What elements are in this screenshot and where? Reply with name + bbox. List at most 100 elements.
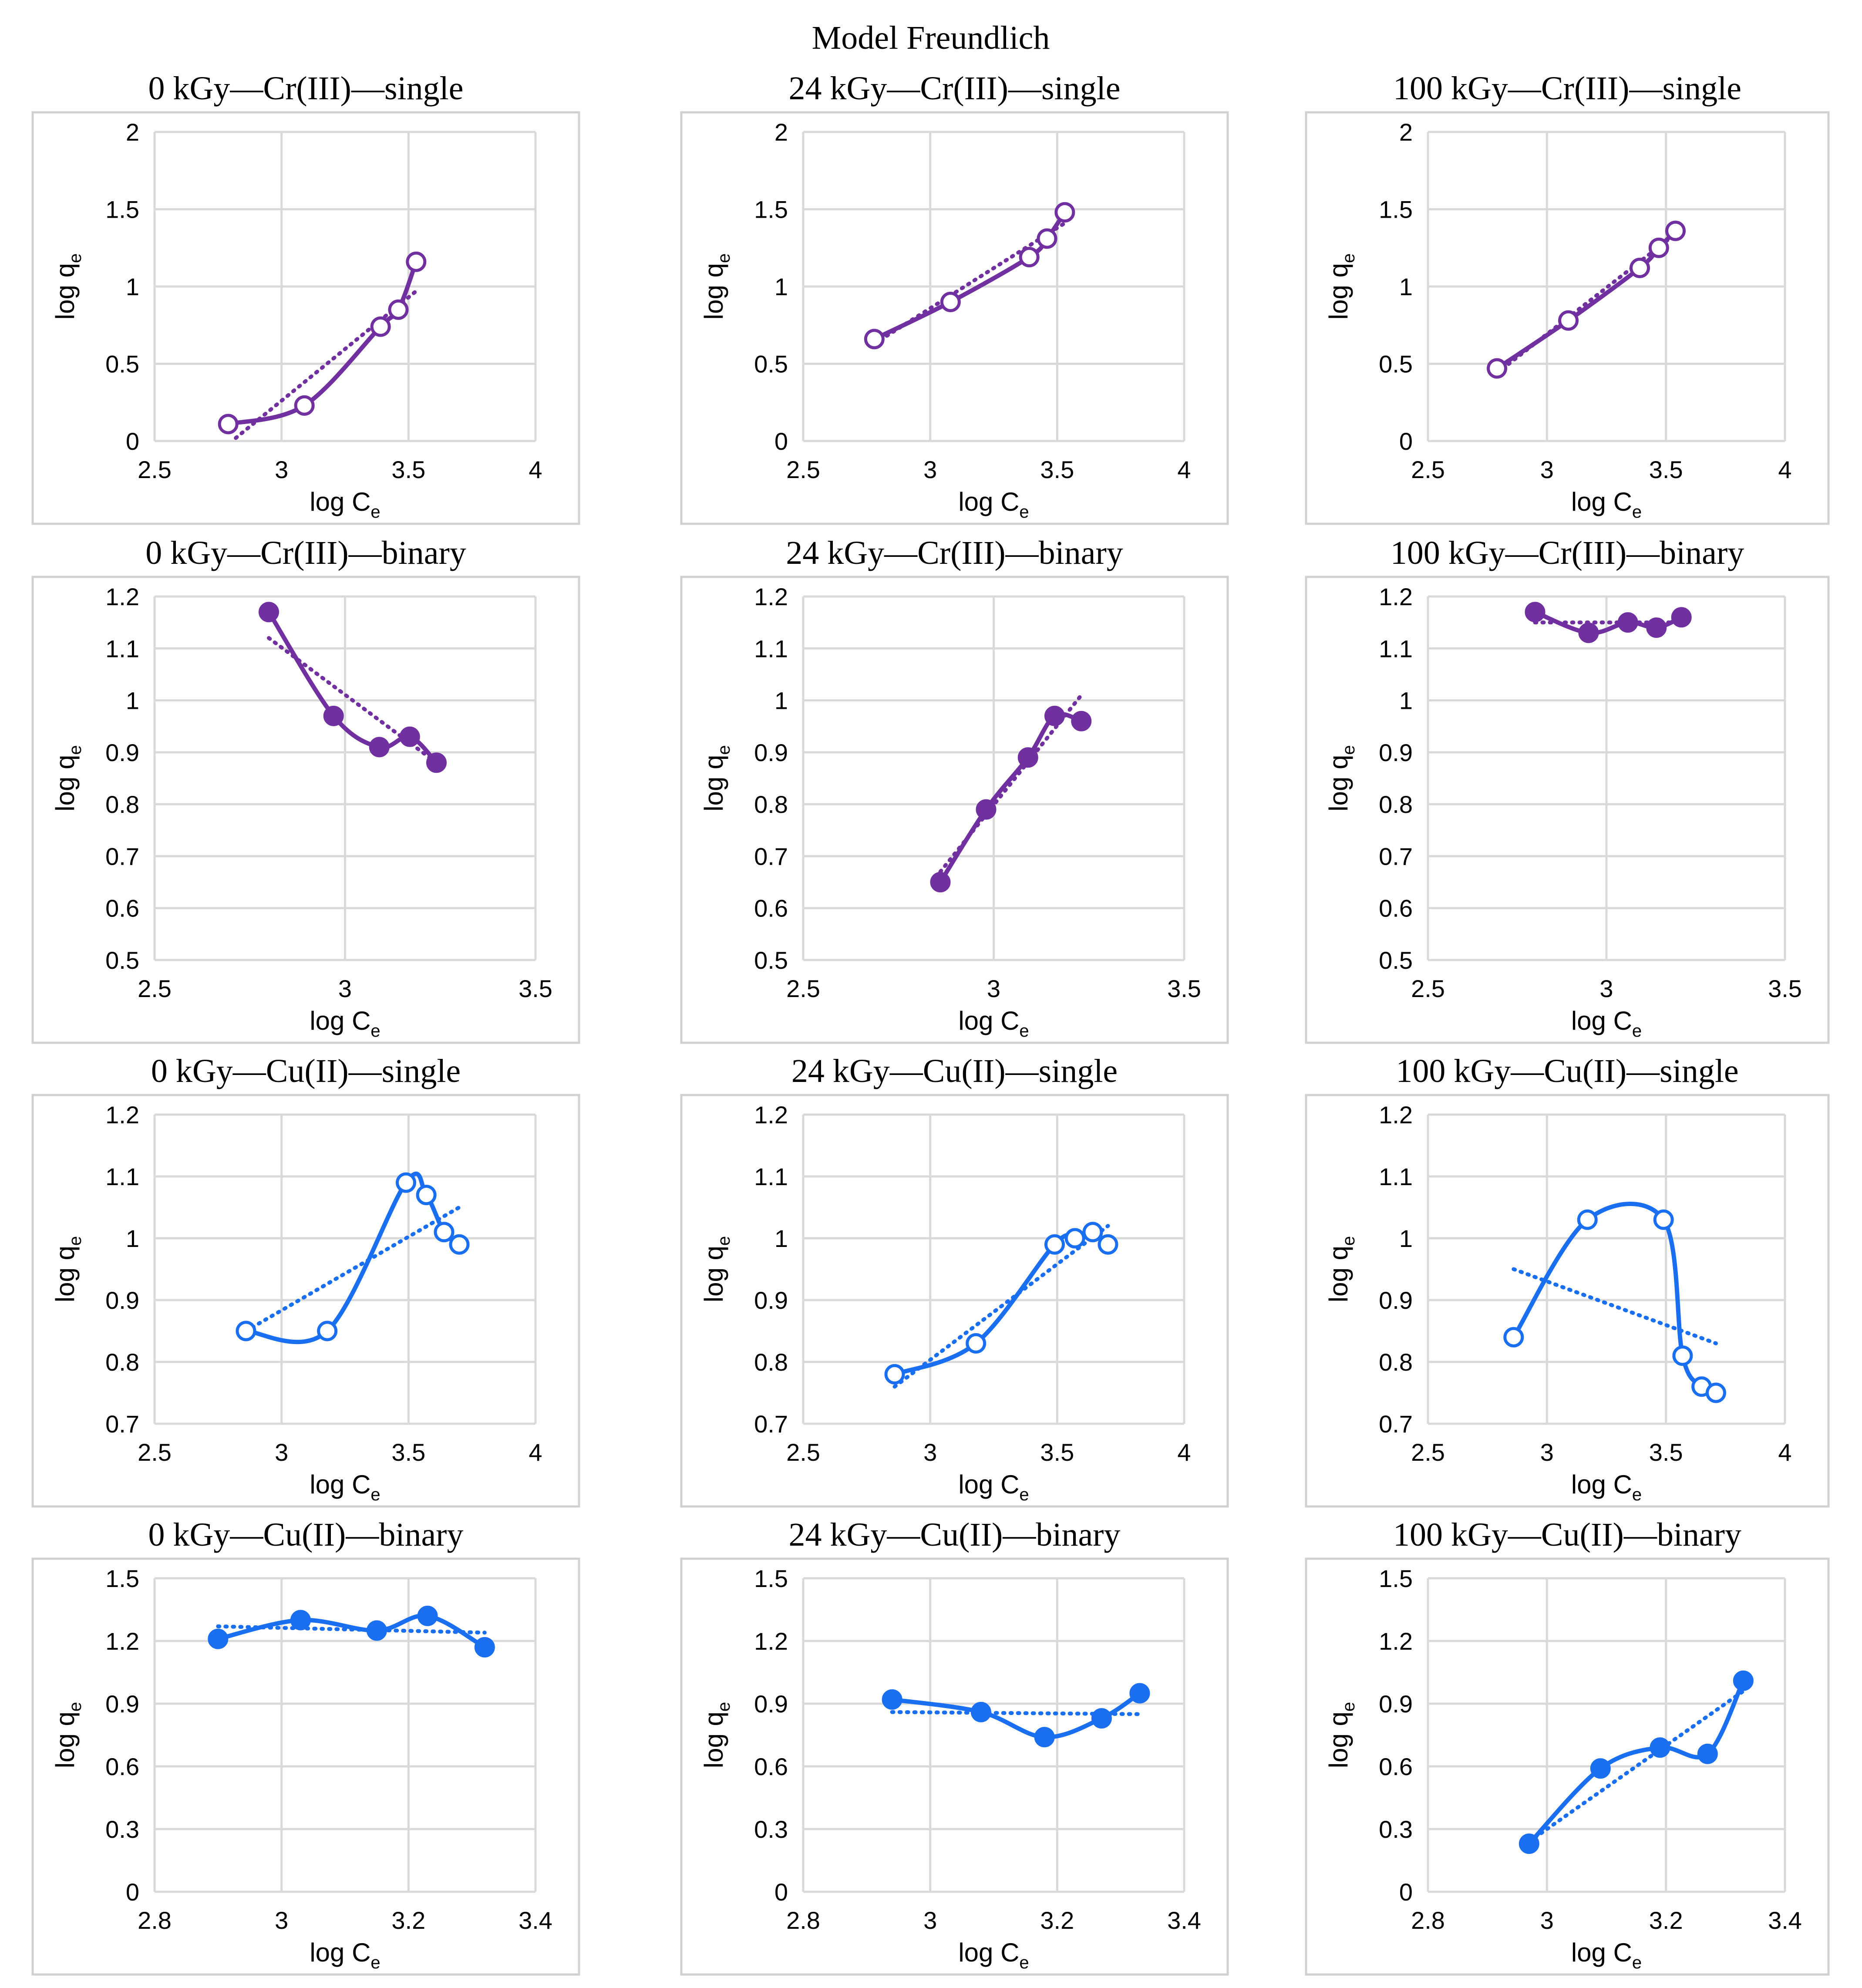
y-tick-label: 1: [1399, 273, 1413, 300]
y-axis-label-subscript: e: [1339, 253, 1358, 263]
x-tick-label: 2.5: [1411, 975, 1445, 1002]
y-tick-label: 0: [774, 1878, 788, 1906]
data-point: [1064, 1228, 1085, 1249]
y-tick-label: 1: [126, 687, 139, 714]
y-tick-label: 1.2: [105, 583, 139, 610]
data-point: [1129, 1683, 1150, 1704]
x-axis-label-subscript: e: [1632, 1953, 1642, 1972]
y-axis-label: log qe: [699, 253, 734, 320]
data-point: [1648, 237, 1669, 258]
x-tick-label: 3.5: [1649, 1439, 1683, 1466]
data-point: [290, 1610, 311, 1631]
y-tick-label: 1.5: [1379, 196, 1413, 223]
y-axis-label-main: log q: [1324, 755, 1353, 812]
chart-panel: 24 kGy—Cu(II)—binary 0 0.3 0.6 0.9 1.2 1.5 2.8 3…: [680, 1516, 1229, 1976]
data-point: [1665, 220, 1686, 241]
data-point: [1098, 1234, 1118, 1255]
data-point: [388, 299, 409, 320]
y-axis-label-subscript: e: [66, 1702, 85, 1712]
x-axis-label-subscript: e: [1632, 1485, 1642, 1504]
x-tick-label: 3: [275, 1907, 288, 1934]
y-tick-label: 0.8: [754, 1348, 788, 1376]
data-point: [208, 1628, 229, 1649]
y-tick-label: 1: [126, 1225, 139, 1252]
y-tick-label: 0.6: [1379, 1753, 1413, 1780]
y-tick-label: 0.9: [754, 739, 788, 766]
data-point: [970, 1702, 991, 1722]
y-axis-label-main: log q: [51, 1246, 80, 1302]
y-axis-label-main: log q: [1324, 263, 1353, 320]
data-point: [1044, 1234, 1065, 1255]
y-tick-label: 0.8: [105, 1348, 139, 1376]
y-tick-label: 0.9: [754, 1690, 788, 1718]
data-point: [930, 872, 951, 893]
x-tick-label: 4: [529, 1439, 542, 1466]
x-tick-label: 2.5: [1411, 1439, 1445, 1466]
y-tick-label: 0.7: [1379, 1410, 1413, 1438]
y-tick-label: 0.5: [1379, 350, 1413, 378]
y-tick-label: 0.5: [754, 350, 788, 378]
y-tick-label: 2: [774, 118, 788, 146]
y-axis-label-subscript: e: [66, 253, 85, 263]
x-tick-label: 3.5: [1768, 975, 1802, 1002]
y-axis-label: log qe: [699, 745, 734, 811]
data-point: [864, 329, 885, 350]
x-axis-label-subscript: e: [370, 1953, 380, 1972]
chart-title: 100 kGy—Cr(III)—binary: [1391, 535, 1744, 571]
data-point: [1590, 1758, 1611, 1779]
x-axis-label: log Ce: [310, 487, 380, 522]
x-tick-label: 4: [1778, 1439, 1791, 1466]
x-tick-label: 2.8: [1411, 1907, 1445, 1934]
x-axis-label-subscript: e: [370, 1021, 380, 1041]
x-axis-label: log Ce: [1571, 1470, 1642, 1504]
data-point: [1019, 247, 1040, 268]
chart-title: 24 kGy—Cu(II)—binary: [789, 1516, 1121, 1553]
data-point: [1650, 1737, 1670, 1758]
y-tick-label: 0.7: [754, 1410, 788, 1438]
x-axis-label: log Ce: [310, 1470, 380, 1504]
x-tick-label: 2.5: [786, 456, 820, 483]
data-point: [940, 292, 961, 312]
data-point: [259, 602, 279, 623]
y-axis-label-subscript: e: [714, 1236, 734, 1246]
x-axis-label-subscript: e: [1019, 502, 1029, 522]
y-tick-label: 0.7: [1379, 842, 1413, 870]
data-point: [1091, 1708, 1112, 1729]
x-tick-label: 3: [275, 1439, 288, 1466]
x-axis-label: log Ce: [958, 1470, 1029, 1504]
data-point: [1578, 623, 1599, 643]
x-tick-label: 3.5: [1167, 975, 1201, 1002]
y-tick-label: 1: [126, 273, 139, 300]
data-point: [1653, 1209, 1674, 1230]
y-axis-label-main: log q: [699, 263, 728, 320]
y-tick-label: 1.5: [105, 1565, 139, 1592]
x-tick-label: 4: [1177, 1439, 1191, 1466]
chart-panel: 0 kGy—Cr(III)—binary 0.5 0.6 0.7 0.8 0.9 1 1.1 1…: [31, 535, 580, 1044]
data-point: [1671, 607, 1692, 628]
x-axis-label-subscript: e: [1632, 1021, 1642, 1041]
y-axis-label-main: log q: [51, 755, 80, 812]
chart-title: 100 kGy—Cu(II)—single: [1396, 1053, 1738, 1089]
y-tick-label: 0.9: [1379, 739, 1413, 766]
chart-frame: [31, 111, 580, 525]
chart-title: 0 kGy—Cr(III)—single: [148, 70, 464, 107]
data-point: [1044, 705, 1065, 726]
y-tick-label: 0.8: [1379, 791, 1413, 818]
data-point: [323, 705, 344, 726]
chart-panel: 24 kGy—Cu(II)—single 0.7 0.8 0.9 1 1.1 1.2 2.5 3…: [680, 1053, 1229, 1508]
y-tick-label: 1.2: [754, 1627, 788, 1655]
x-axis-label-main: log C: [310, 487, 370, 516]
chart-title: 0 kGy—Cr(III)—binary: [145, 535, 466, 571]
x-axis-label-subscript: e: [1019, 1021, 1029, 1041]
data-point: [1082, 1222, 1103, 1243]
y-axis-label-subscript: e: [66, 1236, 85, 1246]
x-axis-label: log Ce: [310, 1938, 380, 1972]
y-tick-label: 1.1: [754, 1163, 788, 1190]
x-tick-label: 4: [1778, 456, 1791, 483]
data-point: [1037, 228, 1057, 249]
y-axis-label: log qe: [1324, 745, 1358, 811]
y-axis-label-subscript: e: [66, 745, 85, 755]
x-axis-label-subscript: e: [1019, 1953, 1029, 1972]
y-axis-label: log qe: [699, 1236, 734, 1302]
data-point: [1519, 1833, 1539, 1854]
